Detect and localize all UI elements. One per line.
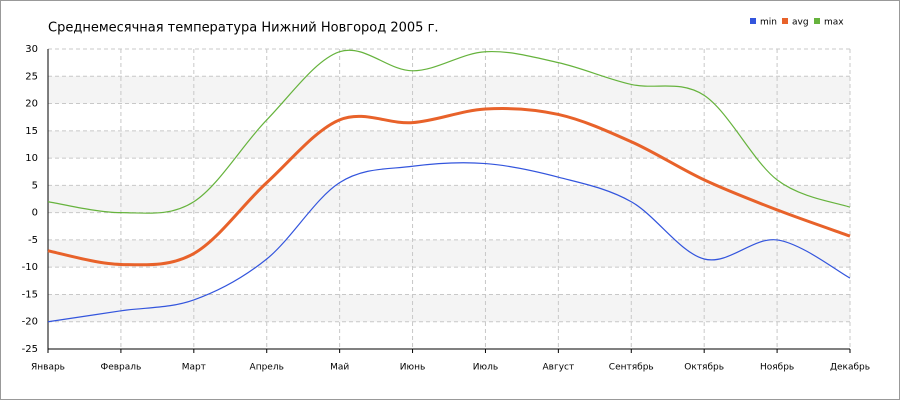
series-line [47,107,851,267]
legend-swatch [782,18,788,24]
x-tick-label: Декабрь [830,363,870,373]
y-tick-label: -5 [28,235,38,246]
series-line [47,162,851,323]
y-tick-label: 15 [25,126,38,137]
chart-title: Среднемесячная температура Нижний Новгор… [48,21,439,36]
y-tick-label: -15 [22,289,38,300]
y-tick-label: 10 [25,153,38,164]
x-tick-label: Ноябрь [760,363,794,373]
y-tick-label: 0 [32,208,38,219]
y-tick-label: 20 [25,99,38,110]
y-tick-label: 30 [25,44,38,55]
y-tick-label: 5 [32,180,38,191]
legend-swatch [750,18,756,24]
y-tick-label: 25 [25,71,38,82]
series-line [47,49,851,214]
band [48,130,850,159]
y-tick-label: -20 [22,317,38,328]
x-tick-label: Январь [31,363,65,373]
x-tick-label: Сентябрь [609,363,654,373]
x-tick-label: Июль [473,363,498,373]
band [48,294,850,322]
x-tick-label: Февраль [100,363,141,373]
x-tick-label: Май [330,363,349,373]
x-tick-label: Июнь [400,363,426,373]
x-tick-label: Октябрь [684,363,724,373]
band [48,76,850,104]
band [48,239,850,268]
legend-swatch [814,18,820,24]
x-tick-label: Август [543,363,575,373]
y-tick-label: -10 [22,262,38,273]
legend-label: min [760,18,777,28]
x-tick-label: Март [182,363,206,373]
legend-label: max [824,18,844,28]
y-tick-label: -25 [22,344,38,355]
x-tick-label: Апрель [250,363,284,373]
legend-label: avg [792,18,809,28]
